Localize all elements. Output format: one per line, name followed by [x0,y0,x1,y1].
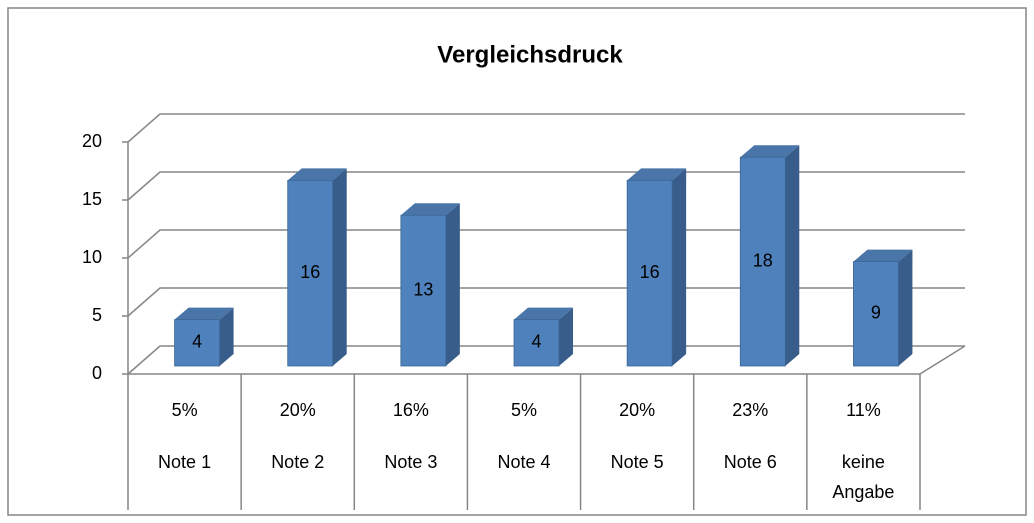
bar [853,249,913,367]
bar-front [853,261,899,367]
bar-top [174,307,234,320]
bar-side [219,307,234,366]
category-share-label: 20% [619,400,656,420]
bar-side [785,145,800,366]
x-tick-label: keine Angabe [832,452,895,502]
x-tick-label: Note 5 [610,452,664,472]
data-label: 16 [640,262,660,282]
category-share-label: 23% [732,400,769,420]
bar [174,307,234,367]
chart-title: Vergleichsdruck [437,41,623,68]
category-share-label: 20% [279,400,316,420]
category-share-label: 16% [392,400,429,420]
data-label: 18 [753,250,773,270]
category-share-label: 11% [846,400,881,420]
grid-line [127,229,965,259]
bar-side [332,168,347,366]
y-tick-label: 5 [92,305,102,325]
x-tick-label: Note 4 [497,452,551,472]
y-tick-label: 15 [82,189,102,209]
category-share-label: 5% [510,400,537,420]
bar-front [626,179,673,367]
data-label: 13 [413,279,433,299]
grid-line [127,171,965,201]
x-tick-label: Note 2 [271,452,325,472]
bar [626,168,687,367]
grid-line [127,345,965,375]
bar [513,307,573,367]
bar-top [400,203,460,216]
bar-front [287,179,334,367]
grid-line [127,113,965,143]
bar-front [513,319,560,367]
data-label: 4 [531,332,541,352]
category-share-label: 5% [171,400,198,420]
x-tick-label: Note 3 [384,452,438,472]
bar-front [739,156,786,367]
y-tick-label: 10 [82,247,102,267]
bar-side [898,249,913,366]
bar [400,203,460,367]
x-tick-label: Note 6 [723,452,777,472]
bar-top [514,307,573,320]
bar-front [400,214,447,367]
bar-top [853,249,913,262]
data-label: 9 [871,303,881,323]
bar-side [445,203,460,366]
y-tick-label: 20 [82,131,102,151]
grid-line [127,287,965,317]
x-tick-label: Note 1 [158,452,212,472]
data-label: 16 [300,262,320,282]
bar-top [287,168,347,181]
bar-top [740,145,800,158]
bar-side [559,307,573,366]
y-tick-label: 0 [92,363,102,383]
data-label: 4 [192,332,202,352]
bar [287,168,347,367]
bar [739,145,800,367]
bar-side [672,168,687,366]
bar-front [174,319,220,367]
bar-top [627,168,687,181]
